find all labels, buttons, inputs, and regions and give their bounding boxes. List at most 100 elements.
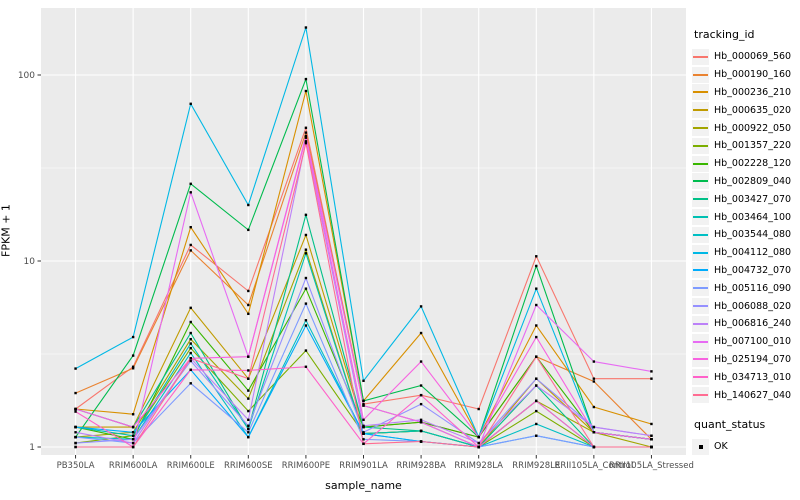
legend-label: Hb_003544_080	[714, 229, 792, 241]
data-point	[650, 370, 653, 373]
legend-label: Hb_004112_080	[714, 247, 792, 259]
legend-item: Hb_000922_050	[692, 119, 798, 137]
legend-key-swatch	[692, 209, 709, 226]
data-point	[535, 255, 538, 258]
legend-color-line-icon	[693, 322, 708, 325]
legend-label: Hb_140627_040	[714, 389, 792, 401]
data-point	[189, 225, 192, 229]
data-point	[304, 140, 308, 143]
x-tick-label: RRIM928LA	[454, 461, 503, 471]
legend-key-swatch	[692, 120, 709, 137]
legend-key-swatch	[692, 84, 709, 101]
legend-color-line-icon	[693, 251, 708, 254]
data-point	[189, 182, 192, 186]
data-point	[131, 434, 135, 437]
data-point	[247, 355, 250, 358]
data-point	[304, 252, 308, 255]
data-point	[304, 134, 308, 138]
data-point	[535, 264, 538, 268]
data-point	[362, 438, 365, 441]
data-point	[419, 402, 423, 406]
legend-color-line-icon	[693, 305, 708, 308]
legend-item: Hb_003427_070	[692, 190, 798, 208]
legend-item: Hb_034713_010	[692, 368, 798, 386]
data-point	[477, 435, 480, 439]
legend-item: Hb_004112_080	[692, 244, 798, 262]
legend-label: Hb_000236_210	[714, 86, 792, 98]
data-point	[477, 445, 480, 449]
data-point	[304, 349, 308, 352]
legend-color-line-icon	[693, 198, 708, 201]
x-tick-label: RRIM600LA	[109, 461, 158, 471]
data-point	[247, 424, 250, 428]
data-point	[650, 377, 653, 380]
legend-key-swatch	[692, 48, 709, 65]
point-marker-icon	[698, 444, 703, 449]
data-point	[362, 431, 365, 434]
data-point	[477, 441, 480, 445]
data-point	[535, 422, 538, 426]
data-point	[304, 141, 308, 145]
legend-label: Hb_002228_120	[714, 158, 792, 170]
legend-item: Hb_002228_120	[692, 155, 798, 173]
legend-item: Hb_004732_070	[692, 262, 798, 280]
data-point	[535, 287, 538, 290]
legend-item: Hb_002809_040	[692, 173, 798, 191]
data-point	[650, 422, 653, 426]
data-point	[304, 126, 308, 130]
data-point	[189, 102, 192, 106]
legend-label: Hb_004732_070	[714, 264, 792, 276]
legend-color-line-icon	[693, 216, 708, 219]
legend-color-line-icon	[693, 73, 708, 76]
data-point	[592, 425, 596, 429]
data-point	[419, 429, 423, 433]
data-point	[131, 438, 135, 441]
x-tick-label: PB350LA	[57, 461, 95, 471]
data-point	[592, 380, 596, 383]
data-point	[304, 276, 308, 280]
legend-item: Hb_000190_160	[692, 66, 798, 84]
data-point	[535, 335, 538, 339]
data-point	[362, 424, 365, 428]
data-point	[419, 440, 423, 443]
data-point	[74, 435, 77, 439]
legend-item: Hb_000236_210	[692, 84, 798, 102]
data-point	[304, 131, 308, 134]
data-point	[247, 369, 250, 372]
legend-item: Hb_005116_090	[692, 279, 798, 297]
data-point	[535, 324, 538, 327]
legend-item: Hb_006088_020	[692, 297, 798, 315]
data-point	[131, 335, 135, 339]
legend-item: Hb_006816_240	[692, 315, 798, 333]
legend-label: Hb_006088_020	[714, 300, 792, 312]
data-point	[247, 435, 250, 439]
legend-label: Hb_000635_020	[714, 104, 792, 116]
data-point	[535, 303, 538, 307]
legend-key-swatch	[692, 280, 709, 297]
data-point	[304, 233, 308, 237]
data-point	[74, 407, 77, 411]
data-point	[189, 351, 192, 355]
legend-color-line-icon	[693, 376, 708, 379]
legend: tracking_id Hb_000069_560 Hb_000190_160 Hb…	[692, 28, 798, 456]
data-point	[304, 365, 308, 368]
y-tick-label: 100	[18, 71, 35, 81]
data-point	[419, 418, 423, 422]
data-point	[131, 367, 135, 370]
data-point	[419, 393, 423, 397]
data-point	[74, 431, 77, 434]
data-point	[247, 431, 250, 434]
data-point	[131, 425, 135, 429]
data-point	[304, 324, 308, 327]
legend-key-swatch	[692, 333, 709, 350]
data-point	[362, 379, 365, 382]
data-point	[189, 320, 192, 324]
data-point	[189, 243, 192, 247]
legend-color-line-icon	[693, 162, 708, 165]
data-point	[535, 355, 538, 358]
data-point	[131, 365, 135, 368]
data-point	[189, 337, 192, 341]
legend-color-line-icon	[693, 394, 708, 397]
legend-label: Hb_006816_240	[714, 318, 792, 330]
